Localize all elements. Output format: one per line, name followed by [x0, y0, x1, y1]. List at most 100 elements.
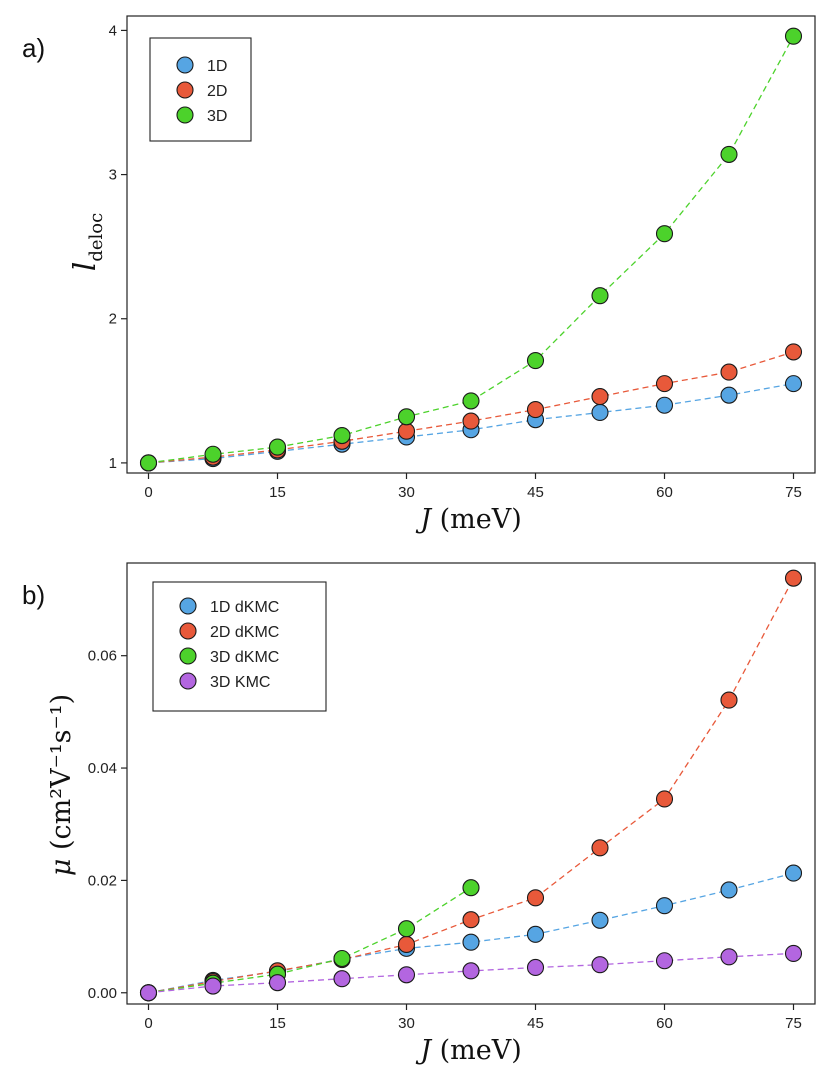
legend-marker: [176, 106, 194, 124]
data-point-3d: [333, 426, 351, 445]
data-point-1d-dkmc: [720, 881, 738, 899]
legend-marker: [179, 647, 197, 665]
data-point-3d: [397, 408, 416, 426]
legend-label: 2D dKMC: [210, 624, 279, 641]
data-point-2d: [526, 401, 545, 419]
x-tick-label: 15: [269, 1015, 286, 1032]
data-point-3d-kmc: [139, 984, 158, 1002]
x-tick-label: 45: [527, 484, 544, 501]
data-point-3d: [784, 27, 803, 45]
data-point-3d-kmc: [204, 977, 222, 995]
data-point-2d: [462, 412, 480, 430]
data-point-3d-dkmc: [397, 920, 416, 938]
y-axis-label: ldeloc: [68, 213, 107, 271]
y-tick-label: 4: [109, 22, 117, 39]
data-point-3d-kmc: [462, 962, 480, 980]
data-point-3d: [462, 392, 480, 410]
x-tick-label: 30: [398, 1015, 415, 1032]
data-point-2d-dkmc: [784, 569, 803, 587]
y-tick-label: 0.06: [88, 648, 117, 665]
legend-label: 1D: [207, 58, 227, 75]
data-point-2d: [397, 422, 416, 440]
data-point-1d-dkmc: [462, 933, 480, 951]
plot-frame: [126, 15, 816, 474]
x-tick-label: 60: [656, 1015, 673, 1032]
y-tick-label: 1: [109, 455, 117, 472]
legend-label: 2D: [207, 83, 227, 100]
series-line-1d-dkmc: [148, 872, 794, 994]
data-point-3d-dkmc: [333, 949, 351, 968]
data-point-3d-kmc: [333, 970, 351, 988]
series-line-3d-dkmc: [148, 887, 472, 994]
data-point-3d: [526, 352, 545, 370]
data-point-2d-dkmc: [462, 911, 480, 929]
data-point-1d: [720, 386, 738, 404]
data-point-3d: [268, 438, 287, 456]
x-tick-label: 0: [144, 1015, 152, 1032]
legend-marker: [179, 597, 197, 615]
data-point-2d: [591, 388, 609, 406]
legend-box: [149, 37, 252, 142]
series-line-3d: [148, 35, 795, 464]
data-point-3d-dkmc: [462, 879, 480, 897]
data-point-3d-kmc: [591, 956, 609, 974]
data-point-1d: [784, 375, 803, 393]
legend: 1D dKMC 2D dKMC 3D dKMC 3D KMC: [152, 581, 327, 712]
data-point-1d-dkmc: [784, 864, 803, 882]
legend-marker: [179, 672, 197, 690]
y-tick-label: 0.00: [88, 985, 117, 1002]
data-point-1d: [591, 403, 609, 422]
data-point-2d: [655, 375, 674, 393]
data-point-3d: [204, 445, 222, 463]
legend-marker: [176, 56, 194, 74]
x-axis-label: J (meV): [415, 504, 522, 535]
legend-label: 3D dKMC: [210, 649, 279, 666]
data-point-2d: [784, 343, 803, 361]
x-tick-label: 30: [398, 484, 415, 501]
data-point-2d-dkmc: [720, 691, 738, 709]
legend-label: 3D: [207, 108, 227, 125]
data-point-3d-kmc: [655, 952, 674, 970]
chart-panel-2: b) 0 15 30 45 60 75 0.00 0.02 0.04 0.06 J (meV) μ (c…: [22, 562, 816, 1066]
plot-frame: [126, 562, 816, 1005]
y-tick-label: 3: [109, 167, 117, 184]
legend-label: 1D dKMC: [210, 599, 279, 616]
data-point-2d-dkmc: [655, 790, 674, 808]
data-point-2d: [720, 363, 738, 381]
x-tick-label: 75: [785, 1015, 802, 1032]
data-point-2d-dkmc: [397, 935, 416, 954]
legend: 1D 2D 3D: [149, 37, 252, 142]
x-axis-label: J (meV): [415, 1035, 522, 1066]
data-point-1d-dkmc: [526, 925, 545, 943]
y-tick-label: 0.02: [88, 872, 117, 889]
legend-marker: [176, 81, 194, 99]
data-point-2d-dkmc: [591, 839, 609, 857]
data-point-3d-kmc: [526, 958, 545, 977]
data-point-3d-kmc: [397, 966, 416, 984]
x-tick-label: 75: [785, 484, 802, 501]
x-tick-label: 45: [527, 1015, 544, 1032]
data-point-3d: [591, 287, 609, 305]
data-point-3d-kmc: [720, 948, 738, 966]
data-point-1d-dkmc: [655, 897, 674, 915]
legend-marker: [179, 622, 197, 640]
x-tick-label: 0: [144, 484, 152, 501]
data-point-3d: [655, 225, 674, 243]
data-point-1d-dkmc: [591, 911, 609, 929]
data-point-1d: [655, 396, 674, 414]
x-tick-label: 60: [656, 484, 673, 501]
chart-panel-1: a) 0 15 30 45 60 75 1 2 3 4 J (meV) ldeloc 1D 2D 3D: [22, 15, 816, 535]
legend-label: 3D KMC: [210, 674, 270, 691]
y-tick-label: 2: [109, 311, 117, 328]
data-point-3d: [720, 145, 738, 163]
panel-label: a): [22, 33, 45, 63]
data-point-3d-kmc: [784, 944, 803, 962]
y-axis-label: μ (cm²V⁻¹s⁻¹): [46, 694, 77, 876]
data-point-3d: [139, 454, 158, 472]
panel-label: b): [22, 580, 45, 610]
y-tick-label: 0.04: [88, 760, 117, 777]
data-point-2d-dkmc: [526, 889, 545, 907]
data-point-3d-kmc: [268, 974, 287, 992]
x-tick-label: 15: [269, 484, 286, 501]
